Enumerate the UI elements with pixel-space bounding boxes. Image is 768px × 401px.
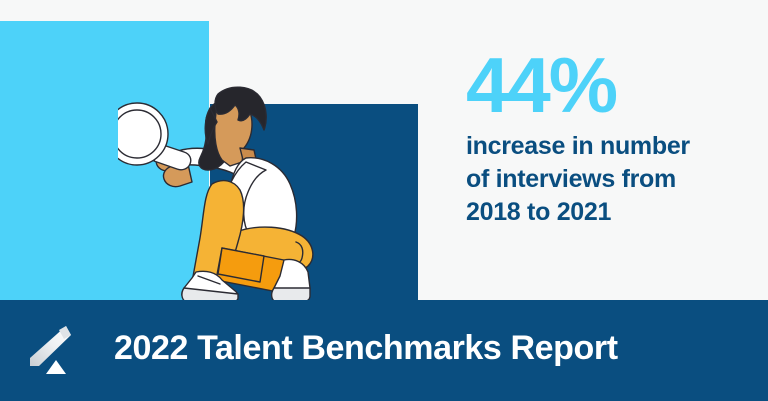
shin-diagonal-2	[217, 247, 265, 283]
stat-description: increase in number of interviews from 20…	[466, 130, 756, 229]
hair-front	[214, 86, 267, 131]
bottom-banner	[0, 300, 768, 401]
shoe-lace-line	[197, 275, 221, 285]
magnifier-lens	[118, 109, 162, 159]
stat-description-line-3: 2018 to 2021	[466, 198, 612, 227]
banner-title: 2022 Talent Benchmarks Report	[114, 329, 618, 367]
hair-side	[204, 107, 218, 145]
illustration-woman-with-magnifier	[118, 72, 358, 304]
stat-description-line-2: of interviews from	[466, 165, 676, 194]
stat-description-line-1: increase in number	[466, 132, 690, 161]
pencil-logo-icon	[26, 322, 74, 378]
stat-headline: 44%	[466, 41, 618, 129]
stat-block: 44% increase in number of interviews fro…	[466, 41, 756, 229]
